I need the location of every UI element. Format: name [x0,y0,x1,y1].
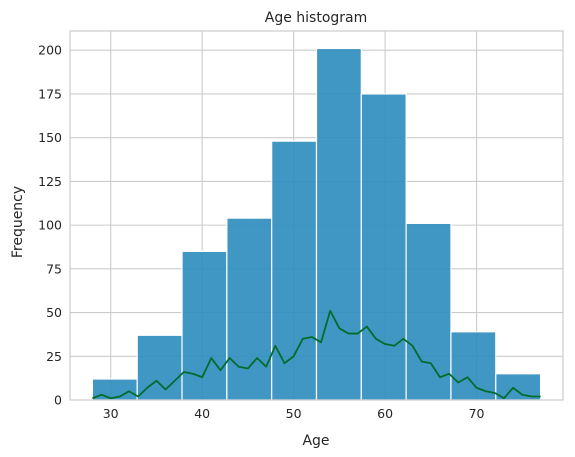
histogram-bar [226,217,273,401]
histogram-bar [405,222,452,401]
y-tick-label: 175 [38,86,62,101]
x-tick-label: 50 [286,406,302,421]
x-tick-label: 40 [194,406,210,421]
histogram-bar [450,331,497,401]
y-axis-label: Frequency [10,186,26,258]
x-axis-label: Age [302,433,329,449]
x-tick-labels: 30 40 50 60 70 [103,406,485,421]
y-tick-label: 50 [46,305,62,320]
histogram-bar [360,93,407,401]
x-tick-label: 60 [377,406,393,421]
histogram-bar [315,47,362,401]
y-tick-label: 25 [46,349,62,364]
y-tick-label: 100 [38,218,62,233]
histogram-bar [271,140,318,401]
y-tick-label: 125 [38,174,62,189]
chart-title: Age histogram [265,10,368,26]
y-tick-label: 75 [46,261,62,276]
y-tick-label: 0 [54,393,62,408]
histogram-bar [181,250,228,401]
axes-frame [69,30,564,401]
y-tick-label: 150 [38,130,62,145]
frequency-line [92,309,541,400]
x-tick-label: 70 [469,406,485,421]
y-tick-labels: 0 25 50 75 100 125 150 175 200 [38,43,62,408]
axes-border [69,30,564,401]
x-tick-label: 30 [103,406,119,421]
y-tick-label: 200 [38,43,62,58]
frequency-line-series [92,309,541,400]
